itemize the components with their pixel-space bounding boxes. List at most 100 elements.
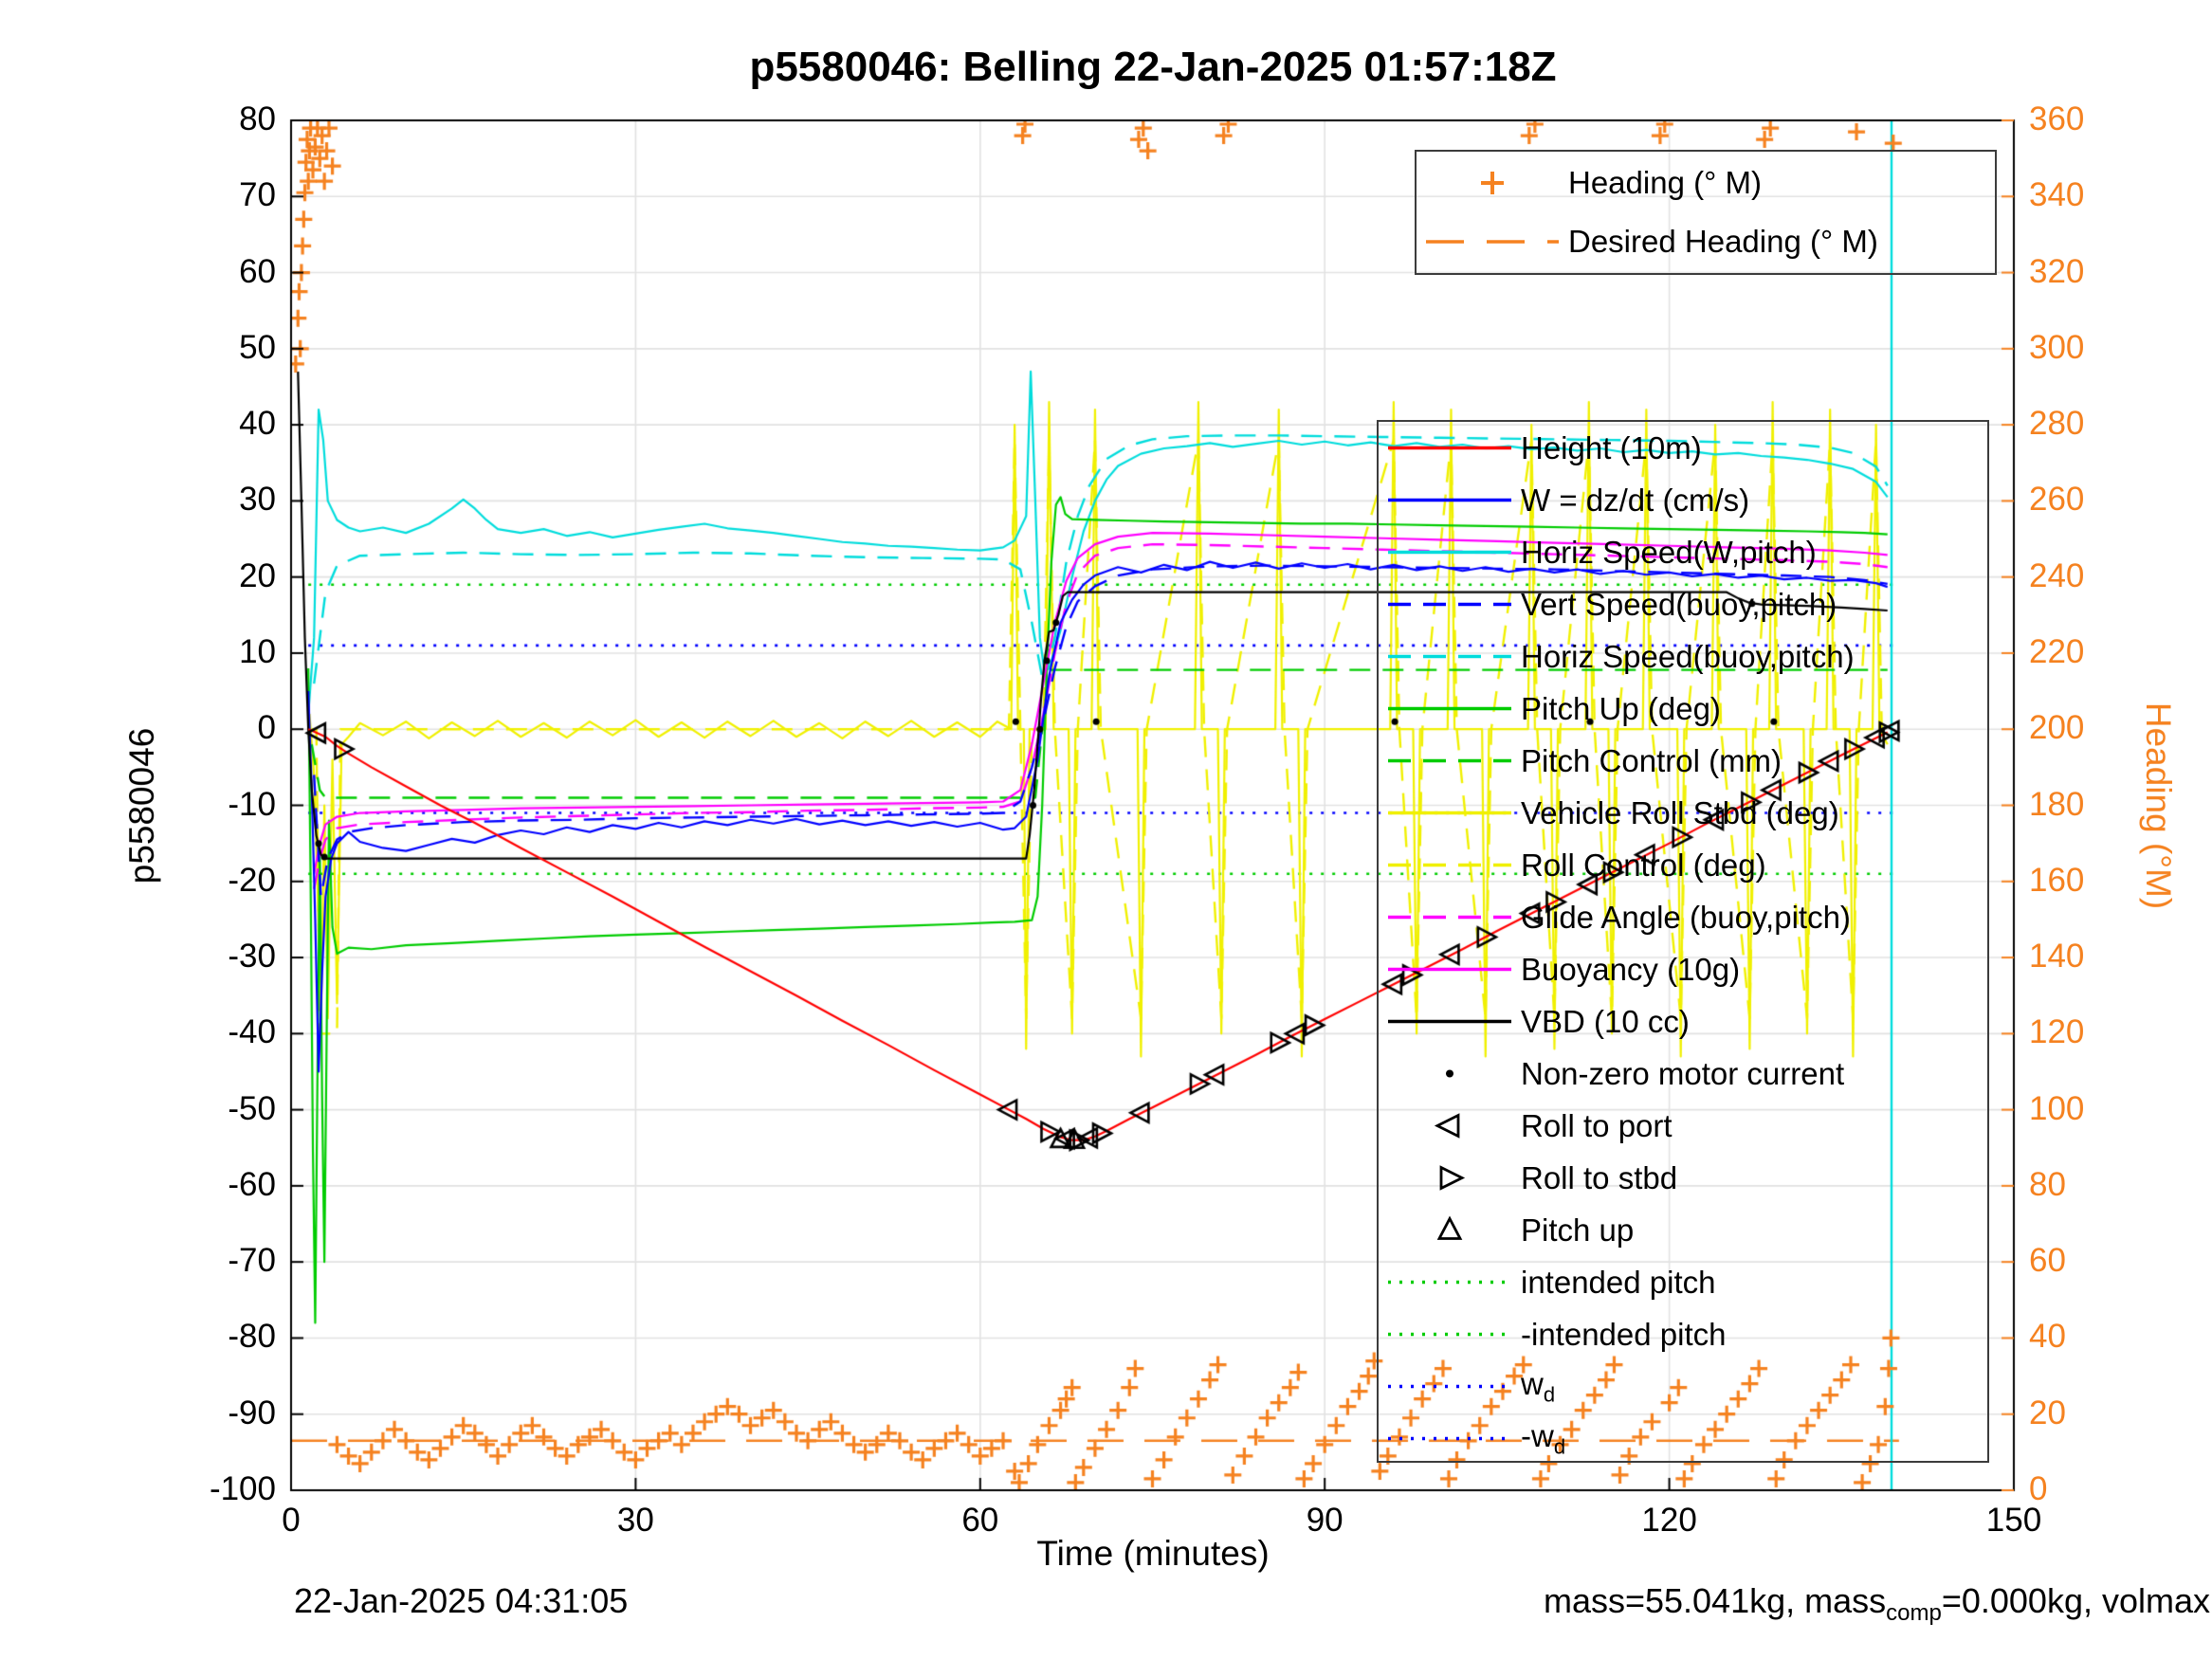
legend-item: wd	[1379, 1360, 1987, 1413]
y-left-tick-label: -70	[228, 1242, 276, 1280]
line-sample-icon	[1388, 498, 1511, 502]
legend-item-label: Roll to port	[1521, 1107, 1673, 1143]
line-sample-icon	[1388, 1019, 1511, 1024]
y-right-tick-label: 0	[2029, 1470, 2048, 1507]
y-left-tick-label: -20	[228, 861, 276, 899]
y-right-tick-label: 200	[2029, 709, 2085, 747]
legend-item-label: intended pitch	[1521, 1264, 1716, 1300]
legend-item: Non-zero motor current	[1379, 1048, 1987, 1100]
y-right-tick-label: 100	[2029, 1089, 2085, 1127]
y-right-tick-label: 340	[2029, 176, 2085, 214]
y-left-tick-label: -50	[228, 1089, 276, 1127]
line-sample-icon	[1388, 1280, 1511, 1285]
y-left-tick-label: 0	[257, 709, 276, 747]
legend-item: W = dz/dt (cm/s)	[1379, 474, 1987, 526]
legend-item-label: wd	[1521, 1365, 1556, 1407]
y-right-tick-label: 180	[2029, 785, 2085, 823]
x-tick-label: 150	[1985, 1502, 2042, 1539]
line-sample-icon	[1388, 1436, 1511, 1441]
legend-item-label: -intended pitch	[1521, 1316, 1727, 1352]
legend-item: Heading (° M)	[1417, 154, 1995, 212]
tri-left-marker-icon	[1434, 1113, 1460, 1139]
legend-item: Roll Control (deg)	[1379, 839, 1987, 891]
legend-item: Roll to port	[1379, 1100, 1987, 1152]
tri-right-marker-icon	[1439, 1165, 1466, 1191]
y-right-tick-label: 280	[2029, 405, 2085, 443]
tri-up-marker-icon	[1436, 1215, 1463, 1240]
y-left-tick-label: 70	[239, 176, 276, 214]
y-left-tick-label: -80	[228, 1318, 276, 1356]
y-left-tick-label: 40	[239, 405, 276, 443]
legend-item-label: Heading (° M)	[1568, 165, 1762, 200]
legend-item: Pitch up	[1379, 1204, 1987, 1256]
line-sample-icon	[1388, 967, 1511, 972]
y-left-tick-label: 10	[239, 632, 276, 670]
line-sample-icon	[1388, 1332, 1511, 1337]
y-left-tick-label: -40	[228, 1013, 276, 1051]
line-sample-icon	[1388, 706, 1511, 711]
dot-marker-icon	[1446, 1069, 1453, 1078]
legend-item: Buoyancy (10g)	[1379, 943, 1987, 995]
legend-item-label: Pitch Up (deg)	[1521, 690, 1721, 726]
footer-mass-info: mass=55.041kg, masscomp=0.000kg, volmax	[1544, 1581, 2210, 1627]
plus-marker-icon	[1481, 172, 1504, 194]
legend-item-label: Vert Speed(buoy,pitch)	[1521, 586, 1837, 622]
legend-item-label: Vehicle Roll Stbd (deg)	[1521, 794, 1839, 830]
legend-item-label: Horiz Speed(buoy,pitch)	[1521, 638, 1855, 674]
legend-item-label: Desired Heading (° M)	[1568, 224, 1878, 259]
legend-item-label: Roll Control (deg)	[1521, 847, 1766, 883]
x-tick-label: 0	[282, 1502, 301, 1539]
line-sample-icon	[1388, 550, 1511, 555]
y-right-tick-label: 80	[2029, 1165, 2066, 1203]
x-axis-label: Time (minutes)	[1036, 1534, 1270, 1573]
y-right-tick-label: 120	[2029, 1013, 2085, 1051]
footer-mass-subscript: comp	[1886, 1600, 1942, 1627]
y-left-tick-label: 20	[239, 556, 276, 594]
legend-main: Height (10m) W = dz/dt (cm/s) Horiz Speed(…	[1377, 420, 1989, 1463]
legend-item: Horiz Speed(W,pitch)	[1379, 526, 1987, 578]
legend-item-label: -wd	[1521, 1417, 1566, 1459]
y-axis-left-label: p5580046	[122, 727, 161, 884]
legend-heading: Heading (° M) Desired Heading (° M)	[1415, 150, 1997, 275]
y-right-tick-label: 300	[2029, 328, 2085, 366]
legend-item: -intended pitch	[1379, 1308, 1987, 1360]
legend-item-label: W = dz/dt (cm/s)	[1521, 482, 1750, 518]
y-left-tick-label: -90	[228, 1394, 276, 1431]
legend-item: VBD (10 cc)	[1379, 995, 1987, 1048]
legend-item-label: Pitch Control (mm)	[1521, 742, 1782, 778]
footer-datetime: 22-Jan-2025 04:31:05	[294, 1581, 629, 1620]
y-left-tick-label: -30	[228, 938, 276, 975]
y-right-tick-label: 360	[2029, 100, 2085, 137]
y-left-tick-label: 50	[239, 328, 276, 366]
legend-item-label: Roll to stbd	[1521, 1159, 1678, 1195]
line-sample-icon	[1388, 446, 1511, 450]
chart-title: p5580046: Belling 22-Jan-2025 01:57:18Z	[749, 44, 1557, 90]
y-right-tick-label: 220	[2029, 632, 2085, 670]
footer-mass-text: mass=55.041kg, mass	[1543, 1581, 1887, 1620]
line-sample-icon	[1388, 863, 1511, 867]
legend-item: Vert Speed(buoy,pitch)	[1379, 578, 1987, 630]
x-tick-label: 120	[1641, 1502, 1697, 1539]
legend-item-label: Height (10m)	[1521, 429, 1702, 465]
legend-item: Height (10m)	[1379, 422, 1987, 474]
y-right-tick-label: 320	[2029, 252, 2085, 290]
y-left-tick-label: -10	[228, 785, 276, 823]
y-right-tick-label: 260	[2029, 481, 2085, 519]
legend-item-label: Pitch up	[1521, 1212, 1635, 1248]
legend-item: Pitch Up (deg)	[1379, 683, 1987, 735]
legend-item-label: Horiz Speed(W,pitch)	[1521, 534, 1817, 570]
y-right-tick-label: 20	[2029, 1394, 2066, 1431]
legend-item-label: Buoyancy (10g)	[1521, 951, 1741, 987]
y-right-tick-label: 140	[2029, 938, 2085, 975]
line-sample-icon	[1388, 602, 1511, 607]
y-right-tick-label: 40	[2029, 1318, 2066, 1356]
legend-item: Desired Heading (° M)	[1417, 212, 1995, 271]
y-left-tick-label: 30	[239, 481, 276, 519]
legend-item-label: Glide Angle (buoy,pitch)	[1521, 899, 1851, 935]
legend-item: -wd	[1379, 1413, 1987, 1465]
y-left-tick-label: -100	[209, 1470, 276, 1507]
line-sample-icon	[1388, 915, 1511, 920]
y-left-tick-label: -60	[228, 1165, 276, 1203]
